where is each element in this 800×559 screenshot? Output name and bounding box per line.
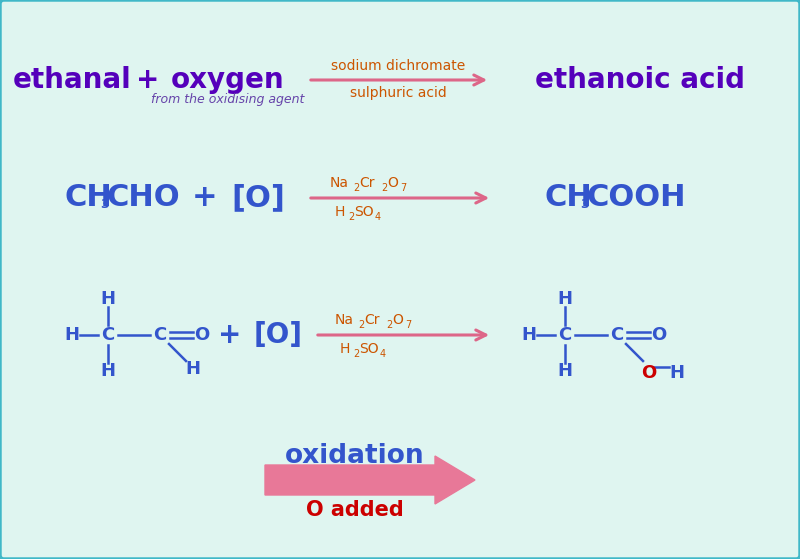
Text: CH: CH [65, 183, 113, 212]
Text: +: + [192, 183, 218, 212]
Text: +: + [218, 321, 242, 349]
Text: CHO: CHO [107, 183, 181, 212]
Text: C: C [558, 326, 572, 344]
Text: Na: Na [335, 313, 354, 327]
Text: C: C [154, 326, 166, 344]
Text: 2: 2 [353, 349, 359, 359]
Text: SO: SO [354, 205, 374, 219]
Text: sodium dichromate: sodium dichromate [331, 59, 465, 73]
Text: H: H [186, 360, 201, 378]
Text: 4: 4 [375, 212, 381, 222]
Text: H: H [101, 362, 115, 380]
Text: oxidation: oxidation [285, 443, 425, 469]
Text: H: H [335, 205, 346, 219]
Text: Cr: Cr [364, 313, 379, 327]
Text: O: O [194, 326, 210, 344]
Text: CH: CH [545, 183, 593, 212]
FancyArrow shape [265, 456, 475, 504]
Text: 2: 2 [381, 183, 387, 193]
Text: SO: SO [359, 342, 378, 356]
Text: O: O [392, 313, 403, 327]
Text: 2: 2 [348, 212, 354, 222]
Text: H: H [522, 326, 537, 344]
Text: sulphuric acid: sulphuric acid [350, 86, 446, 100]
Text: H: H [101, 290, 115, 308]
Text: H: H [340, 342, 350, 356]
Text: +: + [136, 66, 160, 94]
Text: ethanal: ethanal [13, 66, 131, 94]
Text: 3: 3 [580, 198, 589, 211]
Text: C: C [610, 326, 624, 344]
Text: [O]: [O] [254, 321, 302, 349]
Text: H: H [558, 290, 573, 308]
Text: H: H [670, 364, 685, 382]
Text: from the oxidising agent: from the oxidising agent [151, 92, 305, 106]
Text: 7: 7 [400, 183, 406, 193]
Text: oxygen: oxygen [171, 66, 285, 94]
Text: 2: 2 [358, 320, 364, 330]
Text: O: O [651, 326, 666, 344]
Text: H: H [65, 326, 79, 344]
Text: COOH: COOH [587, 183, 686, 212]
Text: Na: Na [330, 176, 349, 190]
Text: C: C [102, 326, 114, 344]
Text: ethanoic acid: ethanoic acid [535, 66, 745, 94]
Text: O: O [642, 364, 657, 382]
Text: 2: 2 [386, 320, 392, 330]
Text: Cr: Cr [359, 176, 374, 190]
Text: H: H [558, 362, 573, 380]
Text: 3: 3 [100, 198, 109, 211]
Text: O: O [387, 176, 398, 190]
Text: 2: 2 [353, 183, 359, 193]
Text: 7: 7 [405, 320, 411, 330]
Text: [O]: [O] [231, 183, 285, 212]
Text: O added: O added [306, 500, 404, 520]
Text: 4: 4 [380, 349, 386, 359]
